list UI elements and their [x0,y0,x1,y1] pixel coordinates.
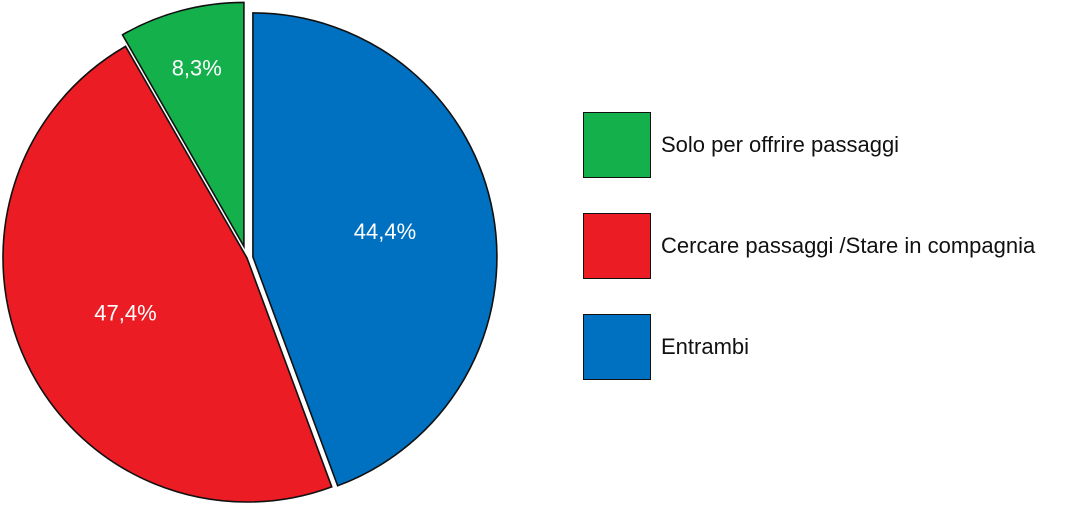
data-label: 8,3% [172,55,222,80]
legend-label: Entrambi [661,334,750,359]
legend-swatch-blue [583,314,651,380]
legend: Solo per offrire passaggi Cercare passag… [583,111,1035,414]
pie-slice-solo-offrire [121,1,245,250]
pie-labels: 8,3% 47,4% 44,4% [94,55,416,325]
pie-slices [2,1,498,503]
data-label: 47,4% [94,301,156,326]
legend-item-solo-offrire: Solo per offrire passaggi [583,111,1035,179]
legend-item-entrambi: Entrambi [583,313,1035,381]
pie-slice-entrambi [252,12,498,487]
data-label: 44,4% [354,219,416,244]
legend-swatch-green [583,112,651,178]
pie-slice-cercare-passaggi [2,45,333,503]
legend-swatch-red [583,213,651,279]
legend-label: Cercare passaggi /Stare in compagnia [661,233,1036,258]
legend-label: Solo per offrire passaggi [661,132,900,157]
legend-item-cercare-passaggi: Cercare passaggi /Stare in compagnia [583,212,1035,280]
